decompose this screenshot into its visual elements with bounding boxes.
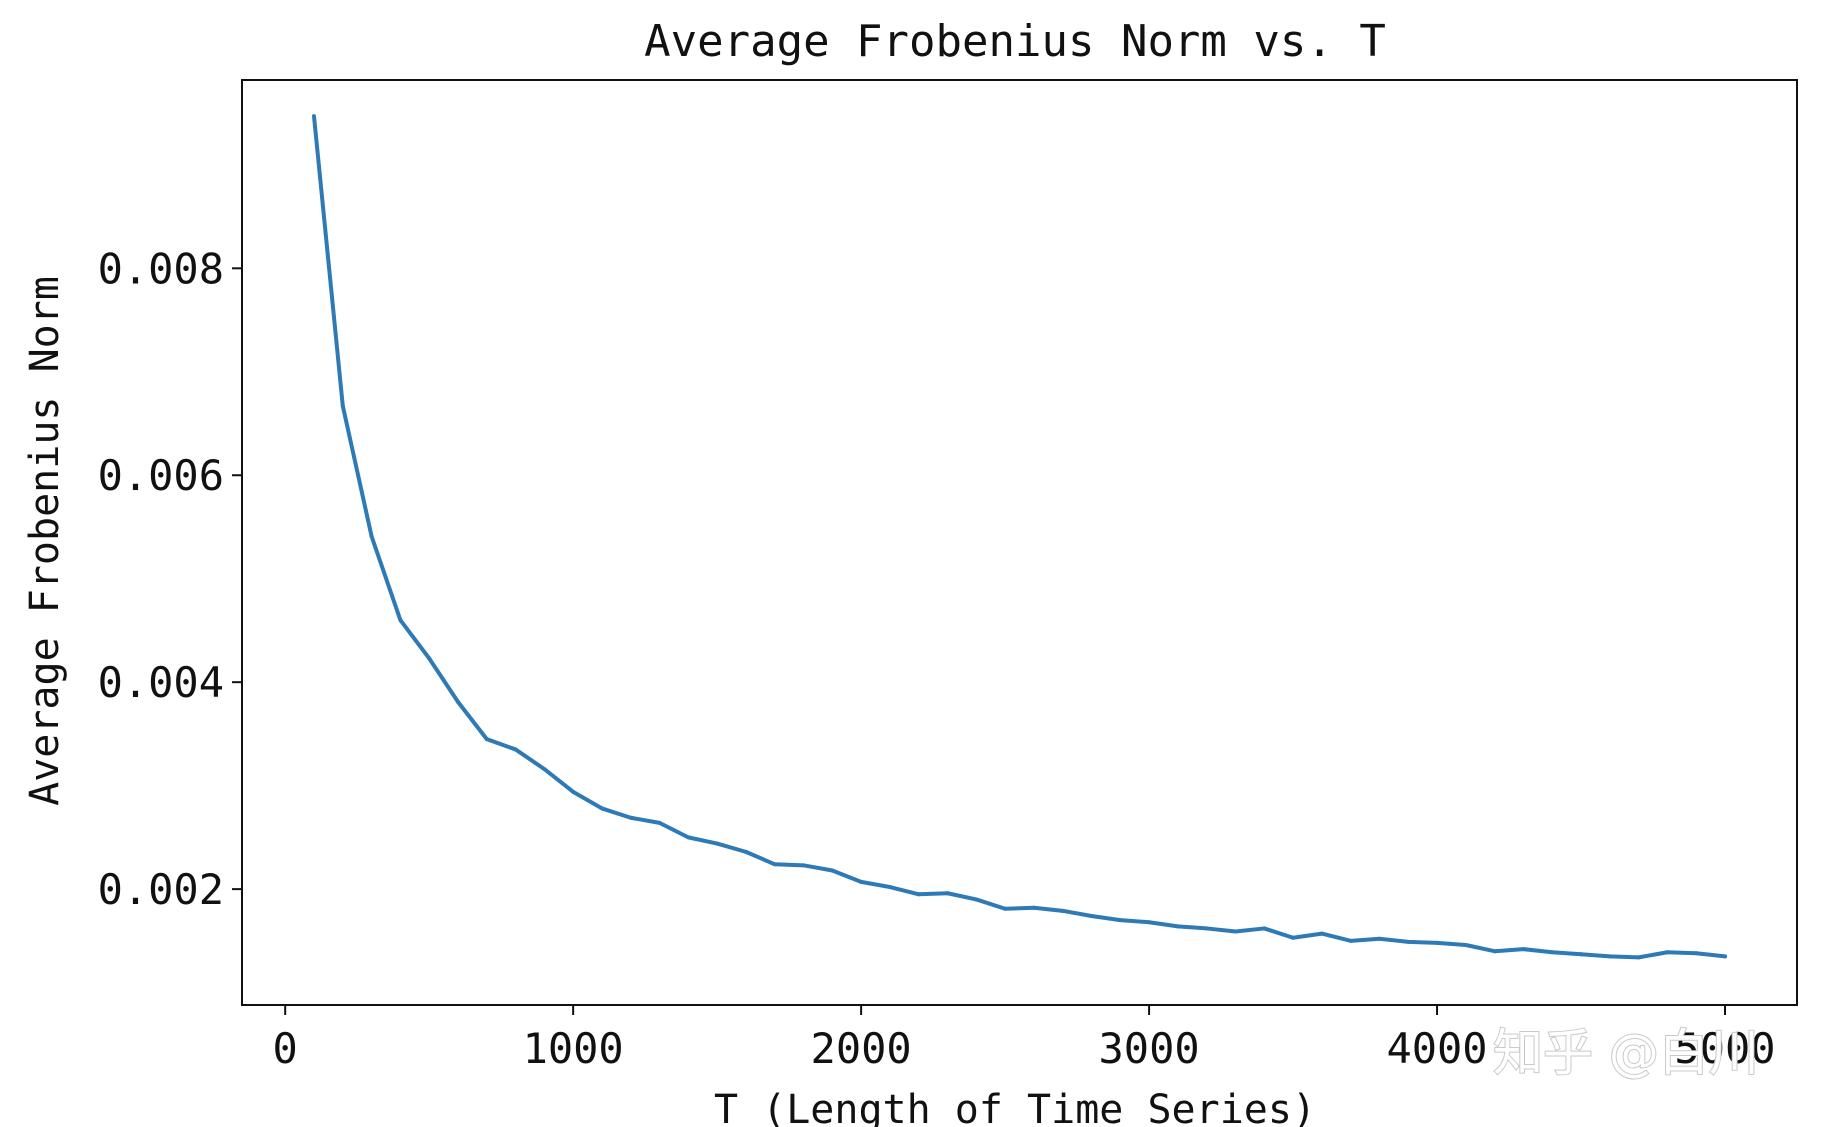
- data-point: [916, 892, 921, 897]
- x-tick-label: 0: [273, 1024, 298, 1073]
- data-point: [772, 862, 777, 867]
- data-point: [340, 403, 345, 408]
- data-point: [1291, 935, 1296, 940]
- data-point: [1233, 929, 1238, 934]
- data-point: [1579, 952, 1584, 957]
- data-point: [743, 849, 748, 854]
- data-point: [1406, 939, 1411, 944]
- watermark: 知乎 @白川: [1493, 1024, 1759, 1082]
- data-point: [1319, 931, 1324, 936]
- data-point: [801, 863, 806, 868]
- data-point: [1147, 920, 1152, 925]
- data-point: [686, 835, 691, 840]
- data-point: [1492, 949, 1497, 954]
- data-point: [628, 815, 633, 820]
- data-point: [599, 806, 604, 811]
- data-point: [427, 656, 432, 661]
- data-point: [657, 820, 662, 825]
- data-point: [1348, 938, 1353, 943]
- y-tick-label: 0.002: [98, 865, 224, 914]
- chart-title: Average Frobenius Norm vs. T: [644, 16, 1386, 67]
- data-point: [945, 891, 950, 896]
- data-point: [1003, 906, 1008, 911]
- x-axis-label: T (Length of Time Series): [714, 1087, 1316, 1127]
- data-point: [1435, 940, 1440, 945]
- data-point: [571, 789, 576, 794]
- data-point: [1031, 905, 1036, 910]
- plot-area: 0 1000 2000 3000 4000 5000 0.002 0.004 0.006 0.00…: [98, 79, 1798, 1073]
- data-point: [369, 534, 374, 539]
- y-tick-label: 0.004: [98, 658, 224, 707]
- y-tick-label: 0.008: [98, 244, 224, 293]
- data-point: [1665, 950, 1670, 955]
- data-point: [1204, 926, 1209, 931]
- data-point: [542, 767, 547, 772]
- data-point: [1118, 918, 1123, 923]
- data-point: [1521, 947, 1526, 952]
- data-point: [1694, 951, 1699, 956]
- data-point: [715, 841, 720, 846]
- data-point: [1463, 942, 1468, 947]
- data-point: [1607, 954, 1612, 959]
- data-point: [1636, 955, 1641, 960]
- data-point: [887, 885, 892, 890]
- data-point: [455, 699, 460, 704]
- y-tick-label: 0.006: [98, 451, 224, 500]
- data-point: [311, 114, 316, 119]
- data-point: [484, 737, 489, 742]
- data-point: [859, 879, 864, 884]
- data-point: [513, 747, 518, 752]
- data-point: [1262, 926, 1267, 931]
- data-point: [1175, 924, 1180, 929]
- x-tick-label: 1000: [523, 1024, 624, 1073]
- axes-frame: [241, 79, 1798, 1006]
- data-point: [1060, 908, 1065, 913]
- x-tick-label: 4000: [1386, 1024, 1487, 1073]
- x-tick-label: 2000: [811, 1024, 912, 1073]
- x-tick-label: 5000: [1674, 1024, 1775, 1073]
- series-line: [311, 114, 1728, 960]
- data-point: [830, 868, 835, 873]
- data-point: [1723, 954, 1728, 959]
- x-tick-label: 3000: [1099, 1024, 1200, 1073]
- data-point: [974, 897, 979, 902]
- data-point: [398, 618, 403, 623]
- y-axis-label: Average Frobenius Norm: [22, 276, 68, 806]
- data-point: [1550, 950, 1555, 955]
- data-point: [1377, 936, 1382, 941]
- data-point: [1089, 914, 1094, 919]
